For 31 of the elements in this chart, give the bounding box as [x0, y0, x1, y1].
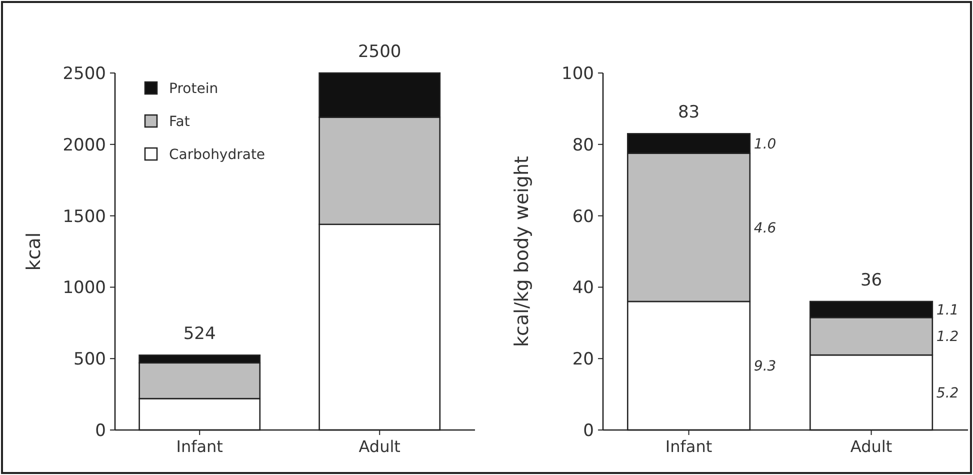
- annotation: 1.2: [936, 329, 959, 346]
- x-tick-label: Infant: [665, 437, 712, 456]
- legend-label: Fat: [169, 114, 190, 130]
- y-tick-label: 20: [572, 350, 594, 370]
- legend-label: Carbohydrate: [169, 146, 266, 163]
- total-label: 2500: [358, 42, 402, 62]
- y-tick-label: 60: [572, 206, 594, 227]
- x-tick-label: Infant: [176, 437, 223, 456]
- y-tick-label: 500: [74, 350, 106, 370]
- y-tick-label: 1000: [62, 278, 106, 298]
- annotation: 4.6: [754, 220, 776, 236]
- x-tick-label: Adult: [358, 437, 400, 456]
- total-label: 524: [183, 324, 216, 344]
- y-axis-title: kcal: [23, 232, 45, 271]
- annotation: 5.2: [936, 385, 959, 402]
- y-tick-label: 80: [572, 135, 594, 156]
- y-tick-label: 0: [95, 420, 106, 441]
- annotation: 9.3: [754, 358, 776, 375]
- y-tick-label: 40: [572, 278, 594, 298]
- total-label: 36: [860, 270, 882, 290]
- total-label: 83: [678, 102, 700, 123]
- x-tick-label: Adult: [850, 437, 892, 456]
- y-tick-label: 1500: [62, 206, 106, 227]
- y-tick-label: 100: [562, 64, 594, 84]
- annotation: 1.0: [754, 136, 776, 152]
- legend-label: Protein: [169, 80, 218, 97]
- y-tick-label: 2500: [62, 64, 106, 84]
- y-axis-title: kcal/kg body weight: [511, 156, 533, 347]
- y-tick-label: 0: [583, 420, 594, 441]
- y-tick-label: 2000: [62, 135, 106, 156]
- annotation: 1.1: [936, 302, 959, 318]
